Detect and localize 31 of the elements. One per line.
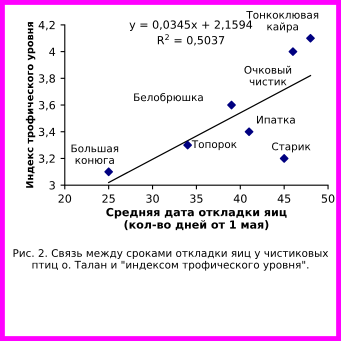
- y-tick-label: 3: [50, 181, 55, 190]
- annotation: y = 0,0345x + 2,1594: [129, 20, 252, 31]
- x-axis-title: Средняя дата откладки яиц (кол-во дней от 1 мая): [106, 208, 287, 230]
- x-tick-label: 35: [190, 194, 203, 203]
- annotation: Большая конюга: [72, 144, 118, 164]
- point: [227, 100, 236, 110]
- x-tick-label: 45: [278, 194, 290, 203]
- point: [306, 34, 315, 43]
- annotation: R$^{2}$ = 0,5037: [158, 34, 224, 46]
- x-tick-label: 20: [58, 194, 72, 203]
- x-tick-label: 40: [234, 194, 247, 203]
- text: Рис. 2. Связь между сроками откладки яиц у чистиковых птиц о. Талан и "индексом трофического уровня".: [14, 249, 328, 271]
- annotation: Топорок: [192, 140, 237, 150]
- point: [280, 154, 289, 163]
- point: [288, 47, 298, 56]
- y-tick-label: 4,2: [38, 20, 55, 30]
- annotation: Старик: [272, 142, 310, 152]
- y-tick-label: 3,6: [38, 101, 56, 111]
- y-tick-label: 3,8: [38, 74, 55, 84]
- x-tick-label: 25: [102, 194, 115, 203]
- y-tick-label: 4: [49, 48, 56, 56]
- y-tick-label: 3,2: [38, 154, 55, 164]
- x-tick-label: 50: [322, 194, 334, 203]
- annotation: Белобрюшка: [134, 92, 203, 104]
- annotation: Очковый чистик: [244, 66, 292, 86]
- y-tick-label: 3,4: [38, 128, 56, 138]
- x-tick-label: 30: [146, 194, 159, 203]
- annotation: Ипатка: [257, 116, 295, 124]
- point: [104, 167, 114, 176]
- y-axis-title: Индекс трофического уровня: [26, 22, 36, 188]
- point: [244, 127, 254, 136]
